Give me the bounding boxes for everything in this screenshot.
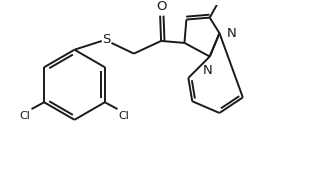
Text: Cl: Cl bbox=[118, 111, 129, 121]
Text: S: S bbox=[102, 33, 111, 47]
Text: O: O bbox=[156, 0, 167, 13]
Text: N: N bbox=[226, 27, 236, 40]
Text: Cl: Cl bbox=[20, 111, 31, 121]
Text: N: N bbox=[203, 64, 213, 77]
